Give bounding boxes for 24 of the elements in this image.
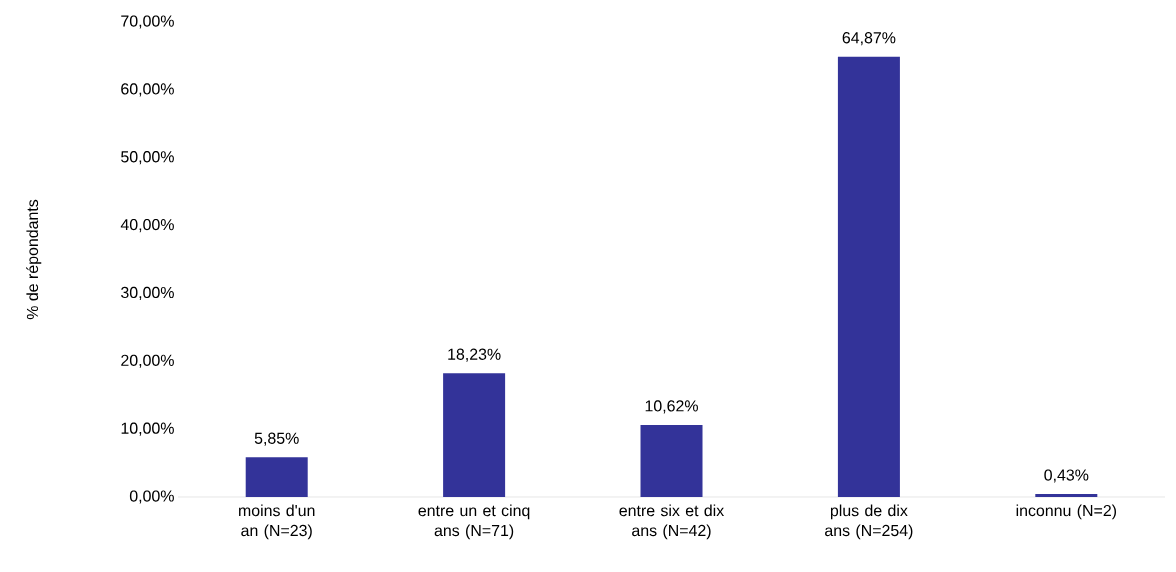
y-tick-label: 50,00% — [121, 151, 174, 165]
bar — [245, 457, 308, 497]
bar — [837, 56, 900, 497]
data-label: 5,85% — [254, 432, 299, 446]
x-tick-label: entre six et dix ans (N=42) — [619, 504, 725, 540]
y-tick-label: 40,00% — [120, 218, 174, 233]
y-tick-label: 30,00% — [121, 286, 174, 300]
data-label: 0,43% — [1044, 469, 1089, 483]
bar — [443, 373, 506, 497]
x-tick-label: entre un et cinq ans (N=71) — [418, 504, 530, 540]
y-axis-title: % de répondants — [26, 199, 42, 320]
y-tick-label: 60,00% — [121, 83, 174, 97]
y-tick-label: 20,00% — [121, 354, 174, 368]
bar — [1035, 494, 1098, 497]
bar — [640, 424, 703, 497]
y-tick-label: 70,00% — [121, 15, 174, 29]
x-tick-label: moins d'un an (N=23) — [239, 504, 315, 540]
x-tick-label: plus de dix ans (N=254) — [825, 504, 913, 540]
x-tick-label: inconnu (N=2) — [1016, 504, 1117, 520]
data-label: 10,62% — [645, 400, 698, 414]
data-label: 18,23% — [448, 348, 501, 362]
data-label: 64,87% — [842, 32, 896, 46]
y-tick-label: 0,00% — [129, 490, 174, 504]
y-tick-label: 10,00% — [121, 422, 174, 436]
